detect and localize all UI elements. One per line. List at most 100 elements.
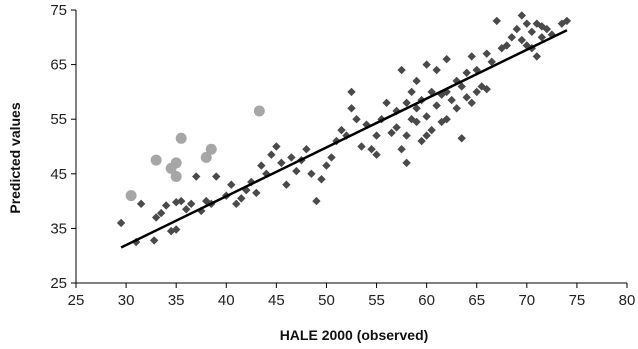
diamond-point	[472, 87, 481, 97]
y-tick-label: 75	[50, 2, 67, 19]
diamond-point	[171, 225, 181, 234]
diamond-point	[372, 150, 381, 159]
diamond-point	[347, 87, 356, 97]
diamond-point	[482, 84, 491, 94]
x-tick-label: 50	[318, 292, 335, 309]
diamond-point	[467, 52, 476, 61]
diamond-point	[522, 19, 532, 28]
diamond-point	[156, 208, 166, 218]
diamond-point	[252, 188, 261, 198]
diamond-point	[542, 24, 552, 34]
diamond-point	[487, 57, 496, 67]
diamond-point	[176, 196, 186, 206]
axes	[71, 9, 628, 288]
diamond-point	[292, 166, 301, 176]
diamond-point	[422, 112, 431, 121]
diamond-point	[502, 41, 511, 50]
diamond-point	[397, 65, 406, 75]
diamond-point	[457, 82, 466, 91]
diamond-point	[277, 158, 286, 168]
diamond-point	[412, 104, 421, 113]
x-tick-label: 65	[468, 292, 485, 309]
diamond-point	[472, 65, 481, 75]
diamond-point	[237, 194, 246, 203]
x-tick-label: 25	[68, 292, 85, 309]
circle-point	[170, 171, 182, 183]
circle-point	[253, 105, 265, 117]
x-axis-title: HALE 2000 (observed)	[280, 327, 429, 343]
diamond-point	[151, 213, 161, 222]
diamond-point	[136, 199, 146, 209]
x-tick-label: 55	[368, 292, 385, 309]
diamond-point	[457, 134, 466, 143]
diamond-point	[116, 218, 126, 228]
diamond-point	[422, 60, 431, 69]
x-tick-label: 45	[268, 292, 285, 309]
trendline	[120, 29, 568, 249]
diamond-point	[337, 125, 346, 135]
circle-point	[200, 151, 212, 163]
axis-labels: 25 30 35 40 45 50 55 60 65 70 75 80 25 35 45 55 65 75	[50, 2, 635, 309]
diamond-point	[532, 19, 542, 28]
diamond-point	[462, 93, 471, 102]
data-points	[116, 11, 572, 247]
x-tick-label: 40	[218, 292, 235, 309]
y-tick-label: 35	[50, 220, 67, 237]
diamond-point	[352, 115, 361, 124]
diamond-point	[322, 161, 331, 170]
diamond-point	[357, 142, 366, 151]
diamond-point	[417, 136, 426, 146]
diamond-point	[257, 161, 266, 170]
diamond-point	[432, 101, 441, 110]
y-tick-label: 45	[50, 166, 67, 183]
diamond-point	[307, 169, 316, 178]
x-tick-label: 35	[168, 292, 185, 309]
diamond-point	[462, 68, 471, 77]
x-tick-label: 75	[569, 292, 586, 309]
y-tick-label: 55	[50, 111, 67, 128]
diamond-point	[442, 87, 451, 97]
y-axis-title: Predicted values	[7, 102, 23, 213]
diamond-point	[407, 87, 416, 97]
diamond-point	[442, 115, 451, 124]
diamond-point	[149, 236, 159, 245]
diamond-point	[467, 98, 476, 108]
diamond-point	[192, 172, 201, 181]
diamond-point	[402, 158, 411, 168]
diamond-point	[347, 104, 356, 113]
circle-point	[175, 132, 187, 144]
x-tick-label: 30	[118, 292, 135, 309]
diamond-point	[512, 24, 521, 34]
y-tick-label: 25	[50, 275, 67, 292]
diamond-point	[402, 98, 411, 108]
diamond-point	[387, 128, 396, 138]
diamond-point	[492, 16, 501, 26]
diamond-point	[482, 49, 491, 58]
x-tick-label: 70	[518, 292, 535, 309]
diamond-point	[267, 150, 276, 159]
diamond-point	[432, 65, 441, 75]
diamond-point	[507, 33, 516, 42]
diamond-point	[402, 131, 411, 140]
trendline-layer	[120, 29, 568, 249]
diamond-point	[427, 125, 436, 135]
circle-point	[150, 154, 162, 166]
diamond-point	[527, 27, 537, 37]
diamond-point	[422, 131, 431, 140]
diamond-point	[282, 180, 291, 189]
circle-point	[205, 143, 217, 155]
diamond-point	[382, 98, 391, 108]
diamond-point	[452, 104, 461, 113]
diamond-point	[412, 76, 421, 86]
diamond-point	[412, 117, 421, 127]
diamond-point	[367, 145, 376, 154]
diamond-point	[522, 41, 532, 50]
diamond-point	[317, 175, 326, 184]
diamond-point	[447, 95, 456, 105]
diamond-point	[187, 199, 196, 209]
diamond-point	[161, 201, 171, 210]
diamond-point	[327, 153, 336, 162]
diamond-point	[227, 180, 236, 189]
